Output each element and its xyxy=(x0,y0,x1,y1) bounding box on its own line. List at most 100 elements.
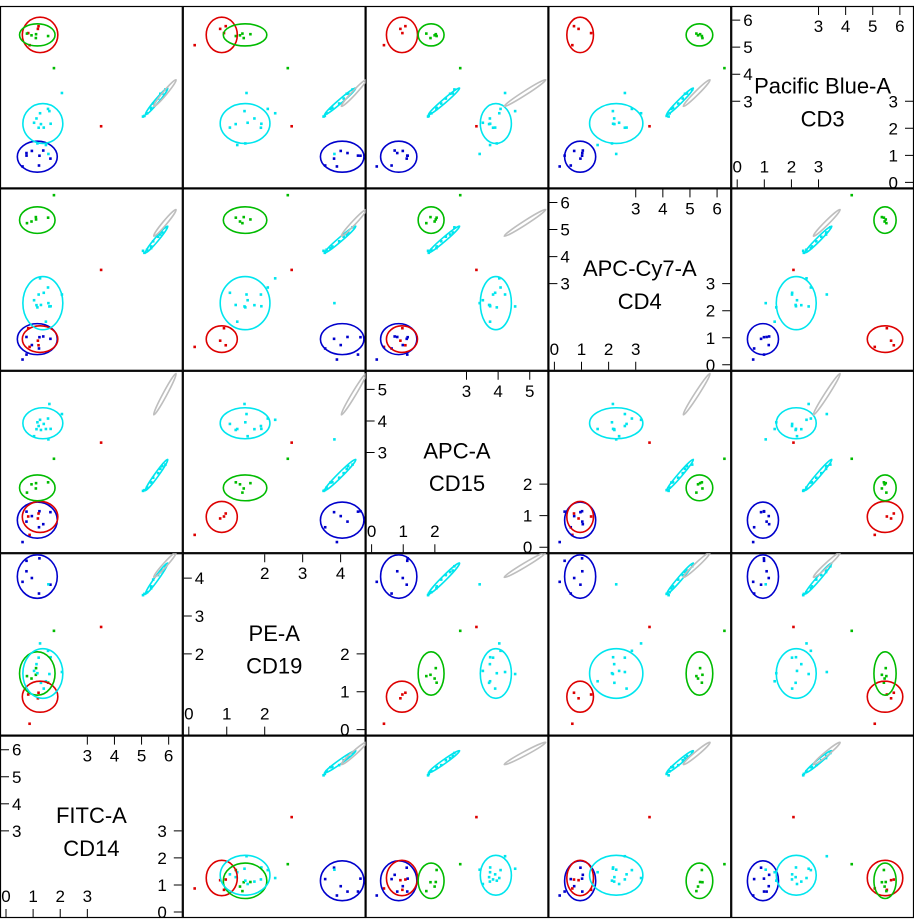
point-pop4-6 xyxy=(331,106,334,110)
point-pop4-6 xyxy=(149,245,153,248)
point-pop3-10 xyxy=(35,662,38,666)
point-pop2-2 xyxy=(238,483,242,486)
point-pop3-5 xyxy=(49,122,52,126)
point-pop0-6 xyxy=(572,576,576,580)
point-pop4-3 xyxy=(802,251,806,255)
point-pop4-7 xyxy=(451,754,455,758)
ellipse-pop5-4-1 xyxy=(340,741,366,766)
ellipse-pop2-3-0 xyxy=(18,650,56,696)
point-pop3-7 xyxy=(773,870,776,874)
point-pop3-8 xyxy=(809,868,813,872)
ellipse-pop0-3-4 xyxy=(746,554,780,600)
point-pop3-6 xyxy=(48,672,51,676)
point-pop2-3 xyxy=(695,32,698,35)
point-pop1-1 xyxy=(572,24,576,28)
point-pop3-11 xyxy=(37,126,40,130)
point-pop3-11 xyxy=(37,424,40,428)
point-pop4-9 xyxy=(667,593,670,597)
point-pop3-1 xyxy=(497,876,501,880)
point-pop2-1 xyxy=(435,216,438,219)
point-pop0-0 xyxy=(581,873,585,877)
point-pop1-3 xyxy=(889,339,893,342)
ellipse-pop3-1-4 xyxy=(775,275,818,331)
point-pop1-2 xyxy=(26,515,30,518)
point-pop0-7 xyxy=(37,347,41,350)
point-pop4-9 xyxy=(426,249,430,253)
point-pop2-0 xyxy=(880,673,884,677)
point-pop4-9 xyxy=(141,489,145,493)
point-pop0-6 xyxy=(30,343,34,347)
point-pop3-0 xyxy=(244,879,247,882)
point-pop3-7 xyxy=(488,143,492,147)
ellipse-pop3-4-4 xyxy=(775,854,818,896)
point-pop0-7 xyxy=(752,877,756,881)
point-pop1-1 xyxy=(224,512,228,515)
point-pop0-7 xyxy=(390,592,393,595)
point-pop0-4 xyxy=(335,894,339,897)
point-pop1-1 xyxy=(572,691,576,695)
point-pop4-4 xyxy=(453,226,456,229)
panel-frame-4-0 xyxy=(0,735,183,919)
point-pop3-7 xyxy=(773,427,776,431)
point-pop0-6 xyxy=(339,343,343,347)
tick-label-left: 3 xyxy=(195,607,204,626)
point-pop0-4 xyxy=(21,580,24,584)
point-pop4-7 xyxy=(685,92,689,95)
point-pop3-6 xyxy=(48,402,51,406)
point-pop0-6 xyxy=(572,514,576,518)
point-pop3-8 xyxy=(630,868,634,872)
point-pop3-4 xyxy=(503,293,507,296)
point-pop0-1 xyxy=(38,557,41,560)
point-pop1-1 xyxy=(224,343,228,347)
point-pop0-3 xyxy=(332,510,336,514)
point-pop3-10 xyxy=(35,117,38,120)
point-pop3-1 xyxy=(497,277,501,280)
point-pop4-1 xyxy=(337,102,341,105)
panel-frame-3-1 xyxy=(182,553,366,736)
point-pop1-1 xyxy=(892,343,896,347)
outlier-point-1 xyxy=(850,193,854,197)
point-pop0-0 xyxy=(378,874,381,877)
ellipse-pop4-4-3 xyxy=(665,749,695,774)
point-pop4-7 xyxy=(685,569,689,572)
point-pop1-3 xyxy=(577,697,580,700)
point-pop4-4 xyxy=(690,463,694,466)
point-pop3-3 xyxy=(234,875,237,879)
panel-frame-1-3 xyxy=(548,188,732,371)
tick-label-bottom: 1 xyxy=(760,157,769,176)
point-pop3-2 xyxy=(493,687,497,690)
ellipse-pop3-3-0 xyxy=(22,647,64,700)
point-pop3-8 xyxy=(266,417,270,420)
tick-label-left: 5 xyxy=(743,38,752,57)
point-pop3-4 xyxy=(825,670,829,674)
point-pop4-3 xyxy=(143,114,146,118)
point-pop4-5 xyxy=(819,573,823,577)
ellipse-pop4-1-2 xyxy=(427,225,461,254)
point-pop3-8 xyxy=(46,649,50,653)
tick-label-bottom: 0 xyxy=(367,522,376,541)
point-pop4-5 xyxy=(819,235,823,239)
point-pop4-1 xyxy=(814,239,818,243)
point-pop2-2 xyxy=(696,34,700,37)
point-pop0-3 xyxy=(759,583,763,586)
point-pop0-5 xyxy=(405,559,409,563)
point-pop3-8 xyxy=(499,868,502,872)
point-pop0-2 xyxy=(395,151,399,155)
point-pop0-6 xyxy=(30,149,34,153)
point-pop2-2 xyxy=(433,677,436,680)
tick-label-left: 3 xyxy=(560,275,569,294)
point-pop2-3 xyxy=(885,491,888,494)
point-pop3-11 xyxy=(790,293,794,296)
point-pop2-1 xyxy=(882,868,886,872)
outlier-point-0 xyxy=(290,124,293,128)
outlier-point-2 xyxy=(478,152,481,156)
panel-frame-1-1 xyxy=(182,188,366,371)
point-pop3-5 xyxy=(49,655,52,659)
point-pop4-6 xyxy=(671,765,675,769)
point-pop3-0 xyxy=(36,671,39,675)
ellipse-pop1-4-3 xyxy=(566,859,595,897)
point-pop3-8 xyxy=(266,868,270,872)
tick-label-top: 5 xyxy=(685,199,694,218)
point-pop3-9 xyxy=(481,882,485,886)
variable-marker-label: CD19 xyxy=(246,654,302,679)
